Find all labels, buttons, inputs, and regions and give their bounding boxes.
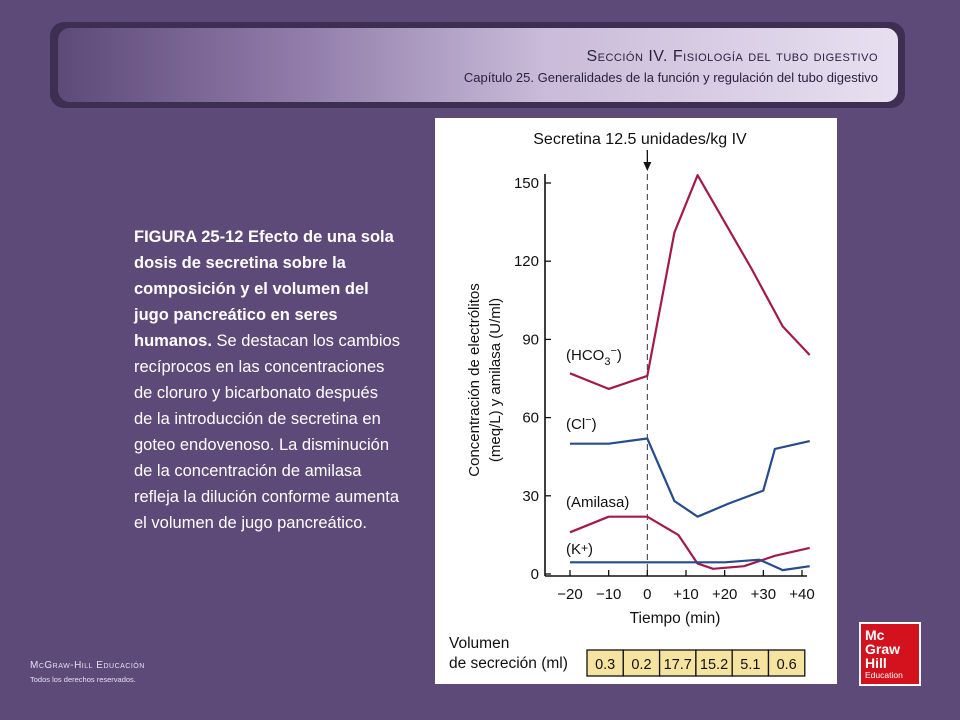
figure-panel: Secretina 12.5 unidades/kg IV 0 30 60 90 120 1… [435,118,837,684]
y-axis-label-line-1: Concentración de electrólitos [466,283,483,476]
volume-cell [767,649,806,677]
series-line-3 [569,515,810,570]
logo-line-1: Mc [865,627,885,643]
y-tick-label: 60 [522,410,539,427]
series-line-2 [570,437,810,518]
y-tick-label: 0 [531,566,539,583]
caption-body: Se destacan los cambios recíprocos en la… [134,332,400,532]
x-tick-label: +30 [751,586,776,603]
marker-arrow-head [643,162,652,171]
series-line-4 [570,558,810,572]
volume-cell-value: 0.6 [777,657,797,673]
chart-title: Secretina 12.5 unidades/kg IV [533,131,747,148]
y-axis-label-line-2: (meq/L) y amilasa (U/ml) [487,298,504,462]
x-tick-label: +10 [673,586,698,603]
x-tick-label: +40 [789,586,814,603]
x-tick-label: 0 [643,586,651,603]
series-label-cl: (Cl−) [566,414,597,433]
series-label-hco3: (HCO3−) [566,345,622,368]
x-axis-label: Tiempo (min) [630,610,721,627]
volume-label-line-1: Volumen [449,635,509,652]
volume-cell-value: 0.3 [595,657,615,673]
y-tick-label: 30 [522,488,539,505]
volume-cell-value: 5.1 [740,657,760,673]
footer-brand: McGraw-Hill Educación [30,660,145,671]
volume-label-line-2: de secreción (ml) [449,655,568,672]
secretion-chart: Secretina 12.5 unidades/kg IV 0 30 60 90 120 1… [449,131,815,677]
publisher-logo: Mc Graw Hill Education [859,622,921,686]
y-tick-label: 90 [522,331,539,348]
logo-line-4: Education [865,670,903,680]
logo-line-2: Graw [865,641,901,657]
x-tick-label: +20 [712,586,737,603]
figure-caption: FIGURA 25-12 Efecto de una sola dosis de… [134,224,400,536]
y-tick-label: 150 [514,175,539,192]
series-label-k: (K+) [566,541,593,558]
x-tick-label: −10 [596,586,621,603]
y-tick-label: 120 [514,253,539,270]
caption-bold: FIGURA 25-12 Efecto de una sola dosis de… [134,228,394,350]
series-label-amilasa: (Amilasa) [566,494,629,511]
section-title: Sección IV. Fisiología del tubo digestiv… [586,48,878,65]
x-tick-label: −20 [557,586,582,603]
volume-cell-value: 15.2 [700,657,728,673]
footer-rights: Todos los derechos reservados. [30,675,136,684]
volume-cell-value: 0.2 [631,657,651,673]
series-line-1 [569,174,811,390]
logo-line-3: Hill [865,655,887,671]
volume-cell [731,649,770,677]
chapter-title: Capítulo 25. Generalidades de la función… [463,70,878,85]
header-banner [58,28,898,102]
volume-cell-value: 17.7 [664,657,692,673]
